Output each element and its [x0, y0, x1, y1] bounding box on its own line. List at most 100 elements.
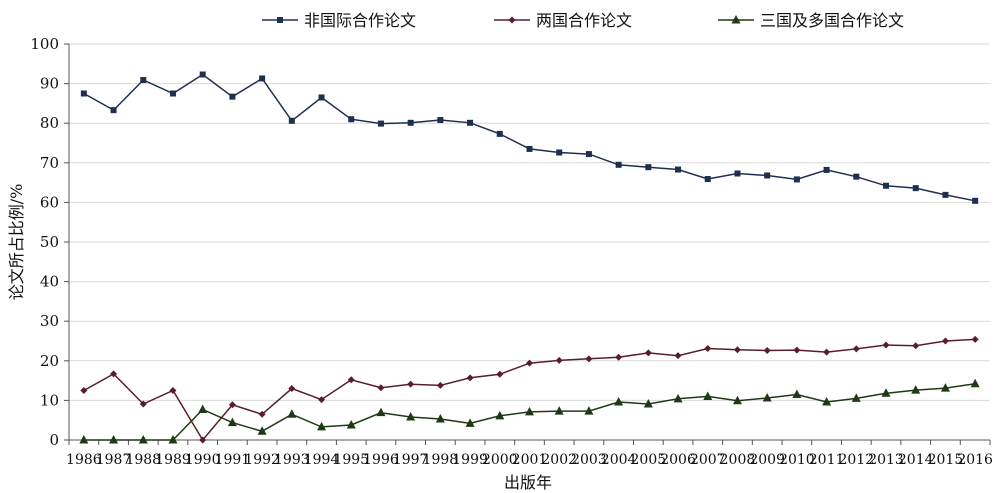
data-point-diamond	[228, 401, 236, 409]
data-point-triangle	[614, 396, 624, 406]
x-tick-label: 2016	[957, 452, 993, 468]
legend-label: 非国际合作论文	[304, 11, 416, 30]
data-point-square	[288, 117, 295, 124]
data-point-triangle	[109, 435, 119, 444]
y-tick-label: 60	[40, 193, 59, 211]
data-point-square	[734, 170, 741, 177]
data-point-diamond	[882, 341, 890, 349]
data-point-diamond	[912, 342, 920, 350]
data-point-square	[972, 197, 979, 204]
x-tick-label: 2013	[868, 452, 904, 468]
y-tick-label: 90	[40, 75, 59, 93]
series-line	[83, 73, 976, 202]
data-point-square	[556, 149, 563, 156]
x-tick-label: 1994	[304, 452, 340, 468]
x-tick-label: 2008	[720, 452, 756, 468]
data-point-triangle	[168, 435, 178, 444]
x-tick-label: 1987	[96, 452, 132, 468]
x-tick-label: 2000	[482, 452, 518, 468]
data-point-square	[912, 185, 919, 192]
y-axis-title: 论文所占比例/%	[7, 184, 26, 301]
x-tick-label: 1995	[333, 452, 369, 468]
x-tick-label: 1986	[66, 452, 102, 468]
series-1	[80, 71, 979, 204]
data-point-square	[437, 117, 444, 124]
legend-label: 三国及多国合作论文	[760, 11, 904, 30]
data-point-diamond	[704, 345, 712, 353]
data-point-square	[348, 116, 355, 123]
data-point-square	[407, 119, 414, 126]
data-point-triangle	[643, 398, 653, 408]
data-point-square	[823, 166, 830, 173]
x-tick-label: 2012	[838, 452, 874, 468]
data-point-square	[793, 176, 800, 183]
y-tick-label: 80	[40, 114, 59, 132]
data-point-diamond	[288, 385, 296, 393]
data-point-triangle	[703, 391, 713, 400]
data-point-diamond	[615, 353, 623, 361]
data-point-square	[645, 164, 652, 171]
data-point-diamond	[674, 352, 682, 360]
x-tick-label: 1989	[155, 452, 191, 468]
data-point-square	[80, 90, 87, 97]
data-point-diamond	[941, 337, 949, 345]
data-point-triangle	[346, 419, 356, 429]
y-tick-label: 40	[40, 273, 59, 291]
data-point-square	[229, 93, 236, 100]
data-point-triangle	[851, 393, 861, 402]
y-tick-label: 30	[40, 312, 59, 330]
data-point-diamond	[377, 384, 385, 392]
data-point-triangle	[317, 421, 327, 431]
data-point-triangle	[822, 396, 832, 406]
data-point-diamond	[852, 345, 860, 353]
data-point-square	[169, 90, 176, 97]
data-point-square	[377, 120, 384, 127]
data-point-square	[467, 119, 474, 126]
legend-item-3: 三国及多国合作论文	[718, 11, 904, 30]
x-tick-label: 2015	[928, 452, 964, 468]
data-point-square	[883, 182, 890, 189]
data-point-square	[615, 161, 622, 168]
x-tick-label: 1988	[125, 452, 161, 468]
data-point-triangle	[554, 406, 564, 415]
series-lines	[79, 71, 980, 444]
data-point-diamond	[466, 374, 474, 382]
data-point-square	[318, 94, 325, 101]
x-tick-label: 1993	[274, 452, 310, 468]
data-point-square	[277, 17, 283, 23]
data-point-diamond	[763, 347, 771, 355]
series-line	[83, 338, 976, 442]
data-point-diamond	[347, 376, 355, 384]
legend-item-1: 非国际合作论文	[262, 11, 416, 30]
x-tick-label: 1997	[393, 452, 429, 468]
data-point-triangle	[435, 414, 445, 423]
data-point-triangle	[495, 410, 505, 420]
data-point-triangle	[227, 417, 237, 427]
data-point-triangle	[376, 407, 386, 417]
data-point-square	[526, 145, 533, 152]
data-point-triangle	[79, 435, 89, 444]
x-tick-label: 1999	[452, 452, 488, 468]
data-point-triangle	[732, 395, 742, 405]
x-tick-label: 2007	[690, 452, 726, 468]
legend: 非国际合作论文 两国合作论文 三国及多国合作论文	[262, 11, 904, 30]
x-tick-label: 1991	[215, 452, 251, 468]
data-point-triangle	[970, 378, 980, 388]
data-point-square	[199, 71, 206, 78]
x-tick-label: 2002	[541, 452, 577, 468]
data-point-triangle	[673, 393, 683, 403]
data-point-square	[675, 166, 682, 173]
x-tick-label: 1996	[363, 452, 399, 468]
data-point-triangle	[731, 15, 741, 24]
data-point-square	[140, 77, 147, 84]
data-point-triangle	[406, 412, 416, 421]
data-point-triangle	[198, 404, 208, 414]
data-point-diamond	[407, 380, 415, 388]
legend-item-2: 两国合作论文	[494, 11, 632, 30]
data-point-triangle	[911, 385, 921, 394]
data-point-diamond	[555, 356, 563, 364]
series-3	[79, 378, 980, 444]
data-point-diamond	[139, 400, 147, 408]
y-tick-label: 70	[40, 154, 59, 172]
